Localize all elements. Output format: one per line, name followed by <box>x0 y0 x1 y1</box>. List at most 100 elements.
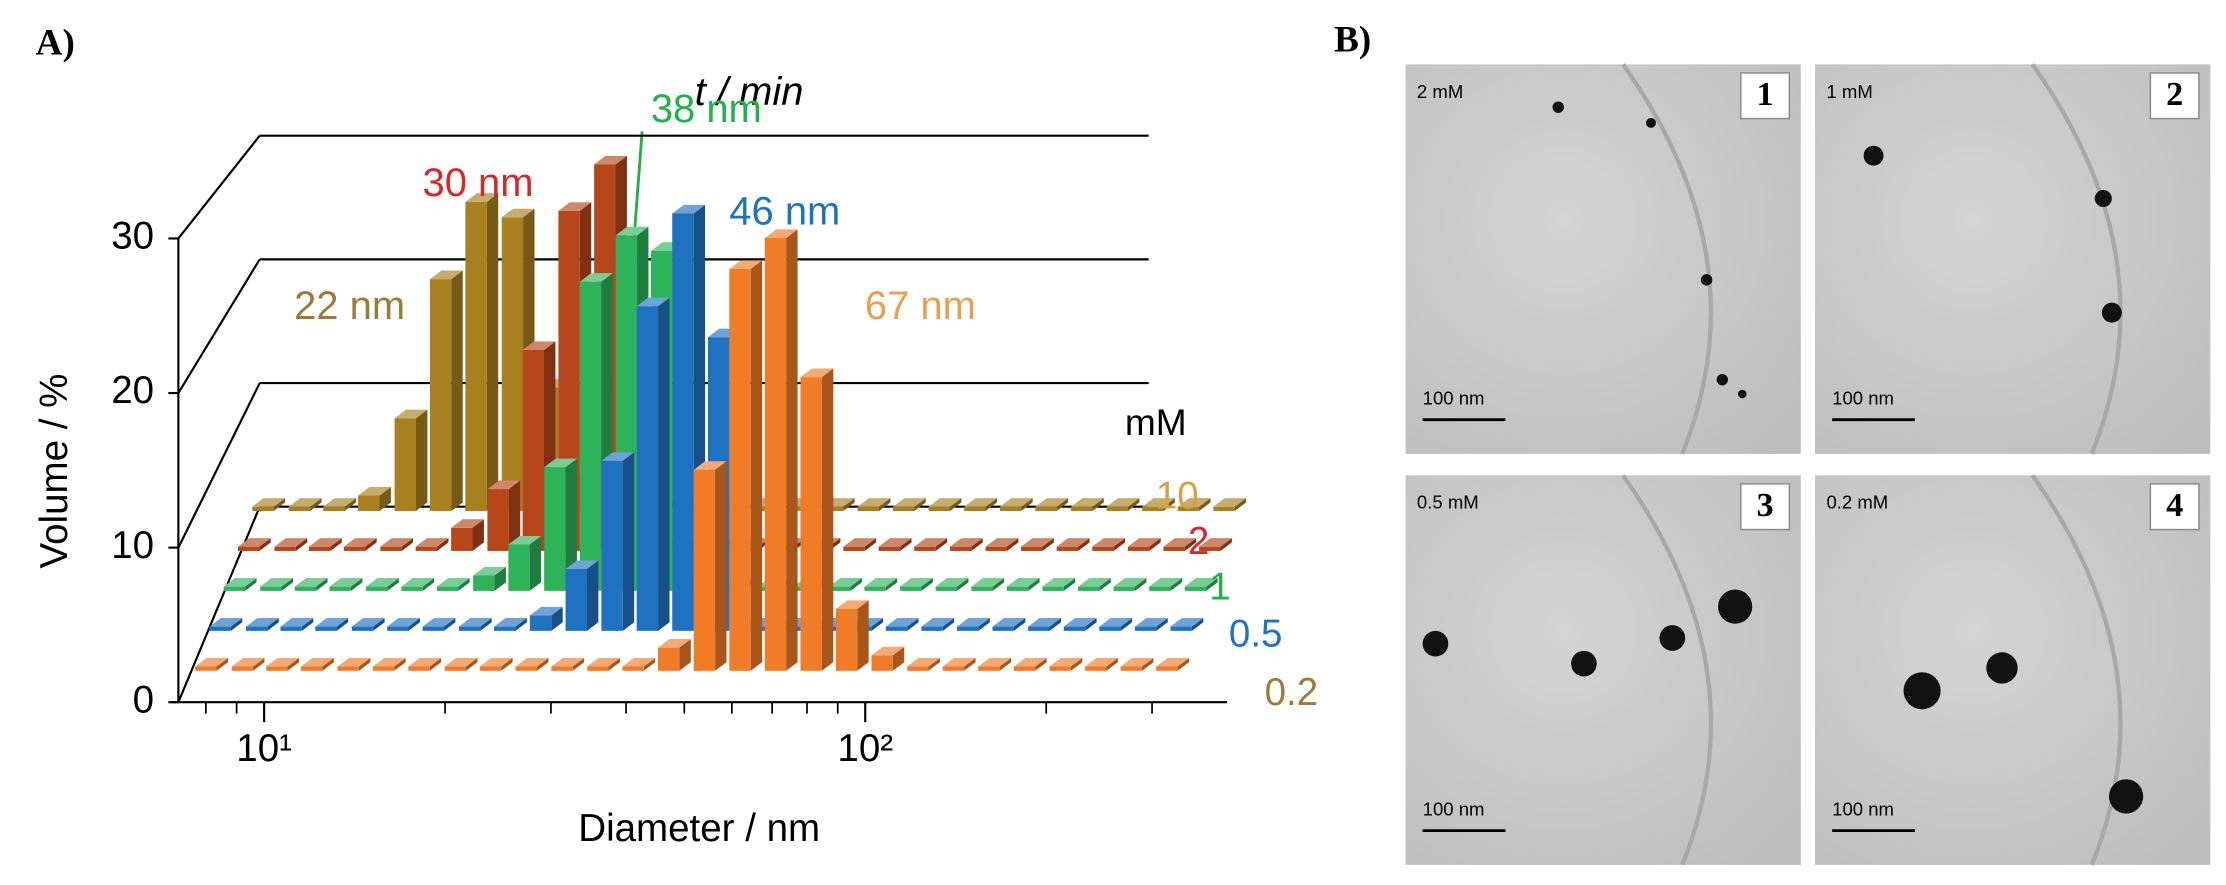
bar-top <box>308 538 342 547</box>
nanoparticle <box>1645 117 1656 128</box>
number-badge <box>2149 72 2200 120</box>
bar-top <box>1142 498 1175 507</box>
bar <box>394 409 428 511</box>
scale-bar-label: 100 nm <box>1423 388 1485 409</box>
bar-front <box>964 506 986 511</box>
bar-front <box>1163 546 1185 551</box>
bar <box>1156 657 1190 671</box>
bar-side <box>310 498 322 511</box>
bar-top <box>579 273 613 282</box>
nanoparticle <box>1903 672 1941 710</box>
bar-top <box>1149 578 1182 587</box>
bar-side <box>1206 578 1218 591</box>
bar-top <box>415 538 449 547</box>
bar-front <box>487 489 509 551</box>
bar-top <box>992 618 1026 627</box>
bar-top <box>343 538 377 547</box>
bar-front <box>579 281 602 591</box>
bar-top <box>985 538 1019 547</box>
bar-front <box>892 506 915 511</box>
nanoparticle <box>1422 630 1449 657</box>
bar-top <box>1170 618 1204 627</box>
bar-front <box>266 666 288 671</box>
bar-top <box>494 618 527 627</box>
bar-top <box>764 229 798 238</box>
bar-top <box>921 618 955 627</box>
bar-front <box>529 615 552 631</box>
bar-front <box>366 586 388 591</box>
bar <box>1042 578 1076 591</box>
bar-front <box>843 546 865 551</box>
bar <box>465 193 499 511</box>
bar-front <box>921 626 943 631</box>
bar-top <box>1113 578 1147 587</box>
legend-label: 10 <box>1156 474 1199 517</box>
bar-front <box>1177 506 1200 511</box>
bar-top <box>857 498 891 507</box>
bar <box>949 538 983 551</box>
bar-front <box>522 349 545 551</box>
bar-front <box>949 546 972 551</box>
bar <box>372 657 406 671</box>
bar-front <box>900 586 922 591</box>
bar-top <box>957 618 990 627</box>
bar-top <box>387 618 420 627</box>
y-tick-label: 30 <box>111 215 154 258</box>
bar <box>1177 498 1211 511</box>
bar-side <box>1134 578 1147 591</box>
bar-side <box>515 618 527 631</box>
bar <box>907 657 940 671</box>
bar-side <box>821 368 834 671</box>
bar-front <box>494 626 516 631</box>
bar-side <box>259 538 271 551</box>
scale-bar-label: 100 nm <box>1832 799 1894 820</box>
bar-top <box>1013 657 1047 667</box>
bar-side <box>451 270 463 511</box>
bar-top <box>237 538 271 547</box>
bar-side <box>1142 657 1154 671</box>
bar-front <box>957 626 979 631</box>
bar-top <box>800 368 834 378</box>
bar-side <box>322 657 334 671</box>
bar-front <box>458 626 481 631</box>
bar-side <box>878 498 891 511</box>
legend-label: 1 <box>1209 566 1230 609</box>
image-number: 3 <box>1757 486 1774 524</box>
bar-top <box>458 618 492 627</box>
bar-front <box>1099 626 1121 631</box>
bar-front <box>636 306 659 631</box>
bar-side <box>401 538 414 551</box>
bar <box>1184 578 1218 591</box>
image-number: 1 <box>1757 75 1774 113</box>
bar <box>835 600 869 671</box>
bar-front <box>1170 626 1192 631</box>
bar <box>231 657 265 671</box>
bar-side <box>245 578 257 591</box>
bar-top <box>252 498 286 507</box>
bar-side <box>295 538 308 551</box>
concentration-label: 1 mM <box>1826 81 1872 102</box>
bar-front <box>800 377 822 671</box>
bar-side <box>992 578 1005 591</box>
bar-top <box>971 578 1005 587</box>
bar-side <box>408 618 420 631</box>
bar <box>436 578 470 591</box>
bar <box>999 498 1033 511</box>
tem-image: 3 0.5 mM 100 nm <box>1405 474 1801 866</box>
tem-image: 2 1 mM 100 nm <box>1815 63 2211 455</box>
bar-front <box>515 666 538 671</box>
bar-side <box>230 618 243 631</box>
bar-side <box>949 498 962 511</box>
bar-front <box>422 626 444 631</box>
bar-front <box>985 546 1007 551</box>
bar <box>900 578 933 591</box>
bar-top <box>209 618 243 627</box>
bar-side <box>935 538 948 551</box>
bar-side <box>253 657 265 671</box>
bar-top <box>401 578 435 587</box>
bar-side <box>921 578 933 591</box>
panel-label: B) <box>1334 19 1371 60</box>
bar <box>800 368 834 671</box>
bar-side <box>443 618 456 631</box>
